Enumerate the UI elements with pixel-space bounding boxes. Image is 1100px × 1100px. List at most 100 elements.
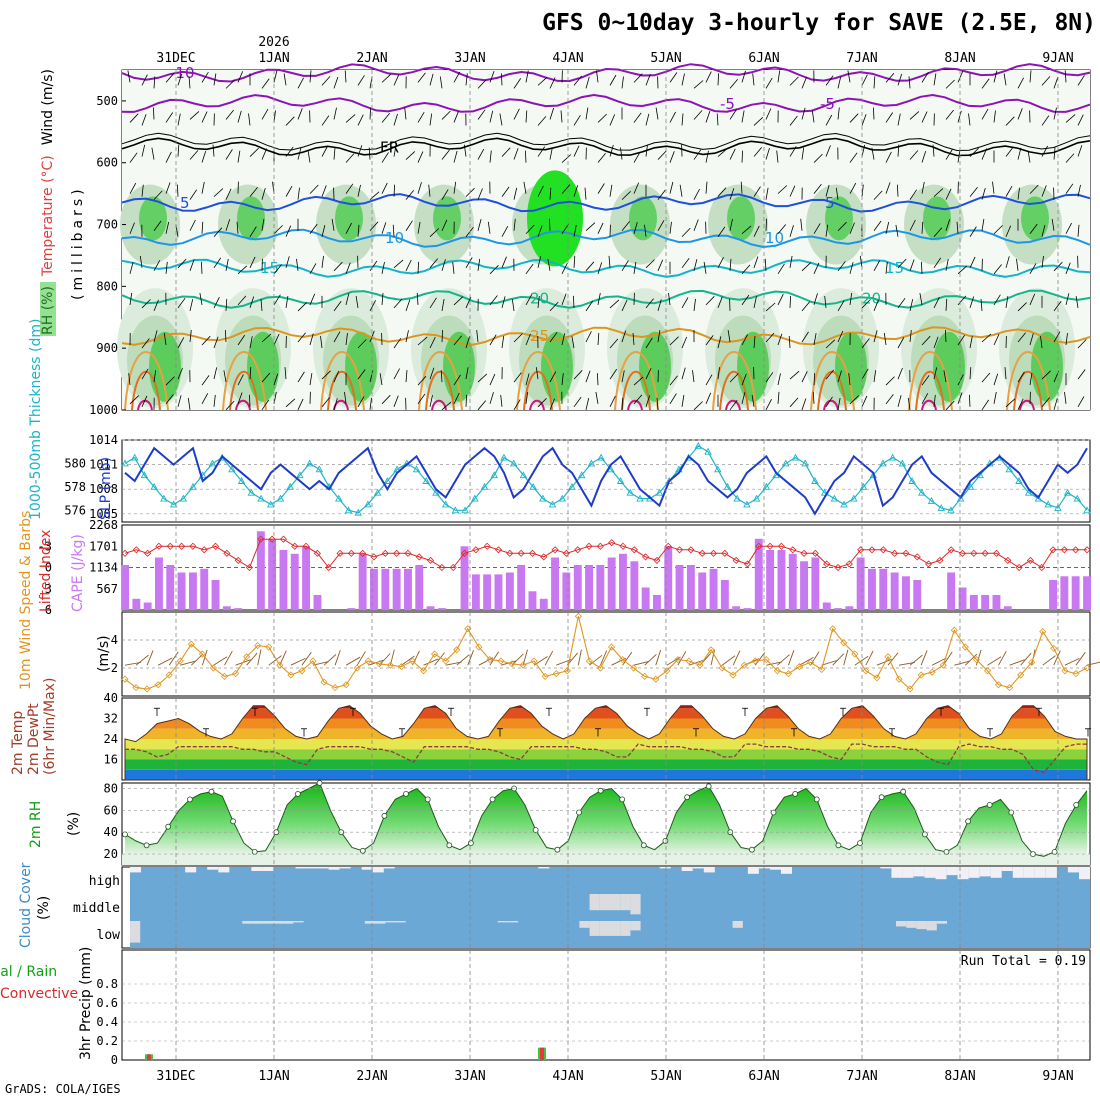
wind-barb: [500, 394, 503, 407]
wind-speed-point: [475, 643, 483, 651]
cloud-layer-label: middle: [73, 901, 120, 916]
cloud-gap-low: [599, 921, 610, 936]
wind-barb: [153, 370, 157, 383]
wind-barb: [981, 218, 985, 231]
isotherm-35: [235, 399, 251, 411]
wind-barb: [752, 73, 755, 86]
temp-band: [125, 728, 1087, 739]
wind-barb: [428, 184, 431, 197]
rh-contour-70: [639, 331, 671, 402]
wind-barb: [477, 79, 487, 89]
wind-barb: [1077, 339, 1087, 349]
wind-speed-point: [1072, 670, 1080, 678]
wind-barb: [1017, 147, 1022, 160]
wind-barb: [165, 261, 168, 274]
wind-barb: [405, 190, 415, 200]
wind-barb: [644, 224, 647, 237]
wind-barb: [537, 295, 540, 308]
lifted-index-point: [1049, 546, 1057, 554]
wind-speed-point: [630, 664, 638, 672]
cape-bar: [505, 572, 514, 610]
wind-barb: [1041, 255, 1044, 268]
wind-barb: [741, 373, 747, 386]
wind-barb: [669, 72, 678, 83]
wind-barb: [1065, 153, 1075, 163]
isotherm-30: [327, 370, 357, 411]
date-label-bottom: 31DEC: [156, 1069, 195, 1084]
wind-barb: [1041, 225, 1046, 237]
wind-barb: [525, 150, 527, 163]
cloud-gap-high: [1079, 867, 1090, 880]
wind-barb: [249, 296, 255, 309]
wind-barb: [789, 255, 793, 268]
temp-tick-label: 40: [104, 691, 118, 705]
wind-barb: [309, 184, 319, 194]
lifted-index-point: [675, 546, 684, 554]
wind-barb: [1017, 332, 1026, 343]
wind-barb: [669, 221, 672, 234]
lifted-index-point: [178, 542, 186, 550]
wind-barb: [213, 257, 222, 269]
wind-barb: [633, 394, 643, 405]
wind-barb: [883, 333, 887, 346]
rh-contour-70: [933, 331, 965, 402]
wind-barb: [693, 188, 700, 200]
surface-wind-barb: [975, 649, 982, 666]
wind-barb: [501, 296, 506, 309]
wind-barb: [249, 147, 259, 157]
wind-speed-point: [961, 643, 969, 651]
wind-barb: [727, 330, 731, 343]
wind-barb: [943, 370, 947, 383]
wind-barb: [849, 262, 854, 274]
rh-point: [576, 809, 582, 816]
wind-barb: [873, 220, 882, 231]
date-gridlines: [175, 70, 1059, 1060]
wind-barb: [201, 375, 210, 386]
wind-speed-point: [320, 678, 328, 686]
wind-barb: [693, 149, 702, 160]
lifted-index-point: [902, 549, 910, 557]
wind-barb: [393, 74, 400, 86]
wind-barb: [165, 151, 172, 163]
cloud-gap-low: [507, 921, 519, 923]
wind-barb: [513, 372, 522, 383]
wind-barb: [657, 330, 661, 343]
wind-barb: [1064, 391, 1067, 404]
wind-barb: [729, 218, 733, 231]
surface-wind-barb: [799, 657, 814, 666]
wind-barb: [861, 338, 870, 349]
rh-point: [403, 791, 409, 797]
wind-barb: [1029, 373, 1033, 386]
isotherm-label: 15: [260, 259, 279, 277]
thickness-point: [577, 471, 586, 479]
wind-barb: [393, 395, 399, 407]
wind-barb: [513, 78, 522, 89]
wind-barb: [128, 373, 131, 386]
isotherm-30: [719, 370, 749, 411]
wind-barb: [645, 368, 652, 380]
date-label-top: 1JAN: [258, 51, 289, 66]
lifted-index-point: [642, 553, 650, 561]
wind-barb: [537, 116, 547, 126]
cape-bar: [189, 572, 197, 610]
cape-ylabel: CAPE (J/kg): [70, 534, 86, 612]
surface-wind-barb: [887, 652, 899, 666]
wind-barb: [573, 295, 575, 308]
thickness-point: [480, 482, 489, 490]
wind-speed-point: [928, 668, 936, 676]
wind-barb: [679, 184, 683, 197]
wind-barb: [1077, 396, 1085, 408]
date-label-top: 5JAN: [650, 51, 681, 66]
cape-bar: [822, 602, 831, 610]
wind-barb: [933, 336, 939, 349]
wind-speed-point: [663, 667, 671, 675]
wind-barb: [656, 397, 659, 410]
wind-barb: [345, 114, 356, 123]
lifted-index-point: [336, 549, 344, 557]
wind-barb: [477, 188, 483, 200]
wind-barb: [825, 114, 833, 126]
thickness-point: [879, 459, 887, 467]
wind-barb: [571, 336, 575, 349]
cloud-gap-low: [375, 921, 386, 924]
wind-barb: [453, 150, 458, 163]
